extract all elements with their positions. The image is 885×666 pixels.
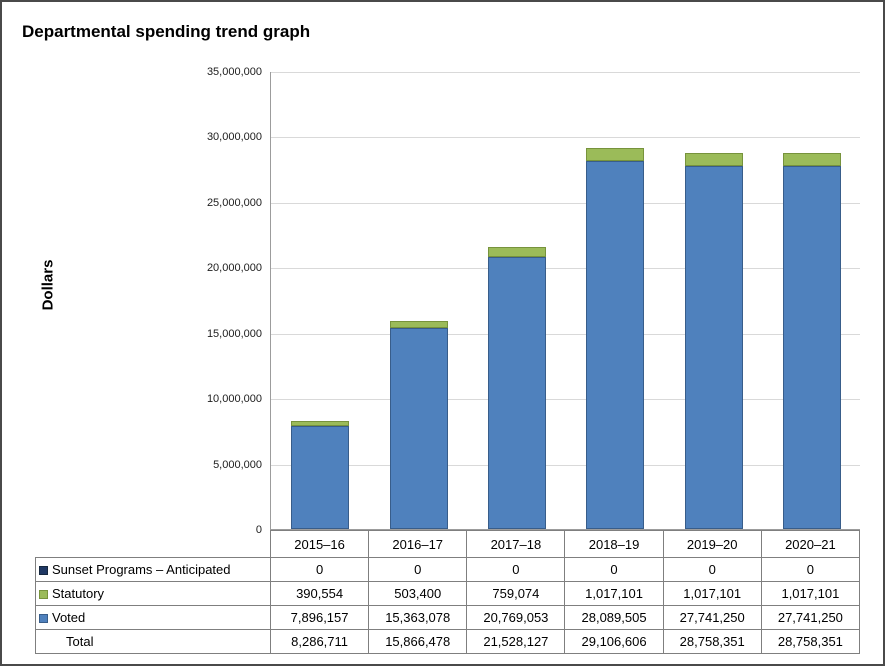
year-header: 2015–16 bbox=[269, 530, 370, 558]
value-cell: 15,363,078 bbox=[368, 605, 468, 630]
value-cell: 28,089,505 bbox=[564, 605, 664, 630]
total-label-cell: Total bbox=[35, 629, 271, 654]
gridline bbox=[271, 202, 860, 204]
total-value-cell: 21,528,127 bbox=[466, 629, 566, 654]
table-row-total: Total 8,286,711 15,866,478 21,528,127 29,106… bbox=[35, 629, 861, 654]
value-cell: 390,554 bbox=[269, 581, 370, 606]
value-cell: 27,741,250 bbox=[760, 605, 861, 630]
gridline bbox=[271, 268, 860, 270]
bar-segment-voted bbox=[782, 166, 841, 529]
y-tick-label: 30,000,000 bbox=[206, 131, 262, 144]
value-cell: 0 bbox=[564, 557, 664, 582]
y-tick-label: 20,000,000 bbox=[206, 262, 262, 275]
bar-segment-statutory bbox=[782, 152, 841, 166]
total-value-cell: 28,758,351 bbox=[662, 629, 762, 654]
plot-area bbox=[270, 72, 860, 530]
value-cell: 20,769,053 bbox=[466, 605, 566, 630]
table-corner-cell bbox=[36, 531, 271, 558]
table-row: Statutory 390,554 503,400 759,074 1,017,101 1… bbox=[35, 581, 861, 606]
table-row: Voted 7,896,157 15,363,078 20,769,053 28,089… bbox=[35, 605, 861, 630]
gridline bbox=[271, 464, 860, 466]
value-cell: 1,017,101 bbox=[760, 581, 861, 606]
total-value-cell: 28,758,351 bbox=[760, 629, 861, 654]
value-cell: 1,017,101 bbox=[662, 581, 762, 606]
bar-segment-statutory bbox=[291, 420, 350, 426]
value-cell: 759,074 bbox=[466, 581, 566, 606]
gridline bbox=[271, 333, 860, 335]
total-value-cell: 29,106,606 bbox=[564, 629, 664, 654]
y-tick-label: 5,000,000 bbox=[213, 458, 262, 471]
bar-segment-voted bbox=[684, 166, 743, 529]
bar-segment-voted bbox=[586, 161, 645, 529]
y-tick-label: 35,000,000 bbox=[206, 66, 262, 78]
y-tick-label: 0 bbox=[255, 524, 262, 536]
bar-segment-statutory bbox=[487, 247, 546, 258]
year-header: 2020–21 bbox=[760, 530, 861, 558]
year-header: 2017–18 bbox=[466, 530, 566, 558]
series-label-cell: Sunset Programs – Anticipated bbox=[35, 557, 271, 582]
value-cell: 1,017,101 bbox=[564, 581, 664, 606]
legend-label: Sunset Programs – Anticipated bbox=[52, 562, 231, 577]
year-header: 2016–17 bbox=[368, 530, 468, 558]
series-label-cell: Statutory bbox=[35, 581, 271, 606]
gridline bbox=[271, 137, 860, 139]
chart-title: Departmental spending trend graph bbox=[22, 22, 311, 41]
total-value-cell: 15,866,478 bbox=[368, 629, 468, 654]
gridline bbox=[271, 72, 860, 73]
value-cell: 0 bbox=[662, 557, 762, 582]
y-tick-label: 15,000,000 bbox=[206, 327, 262, 340]
bar-segment-statutory bbox=[389, 321, 448, 328]
bar-segment-voted bbox=[487, 257, 546, 529]
data-table: 2015–16 2016–17 2017–18 2018–19 2019–20 2020–… bbox=[35, 530, 861, 654]
bar-segment-voted bbox=[291, 425, 350, 529]
year-header: 2018–19 bbox=[564, 530, 664, 558]
series-label-cell: Voted bbox=[35, 605, 271, 630]
value-cell: 27,741,250 bbox=[662, 605, 762, 630]
value-cell: 7,896,157 bbox=[269, 605, 370, 630]
legend-label: Statutory bbox=[52, 586, 105, 601]
value-cell: 0 bbox=[760, 557, 861, 582]
legend-swatch-sunset-programs-anticipated bbox=[39, 566, 48, 575]
y-axis-label: Dollars bbox=[39, 259, 57, 311]
table-row: Sunset Programs – Anticipated 0 0 0 0 0 0 bbox=[35, 557, 861, 582]
bar-segment-voted bbox=[389, 327, 448, 529]
legend-label: Voted bbox=[52, 610, 86, 625]
gridline bbox=[271, 399, 860, 401]
value-cell: 0 bbox=[466, 557, 566, 582]
bar-segment-statutory bbox=[684, 152, 743, 166]
value-cell: 503,400 bbox=[368, 581, 468, 606]
year-header: 2019–20 bbox=[662, 530, 762, 558]
y-tick-label: 25,000,000 bbox=[206, 196, 262, 209]
value-cell: 0 bbox=[269, 557, 370, 582]
legend-swatch-statutory bbox=[39, 590, 48, 599]
value-cell: 0 bbox=[368, 557, 468, 582]
y-tick-label: 10,000,000 bbox=[206, 393, 262, 406]
legend-swatch-voted bbox=[39, 614, 48, 623]
total-value-cell: 8,286,711 bbox=[269, 629, 370, 654]
bar-segment-statutory bbox=[586, 148, 645, 162]
